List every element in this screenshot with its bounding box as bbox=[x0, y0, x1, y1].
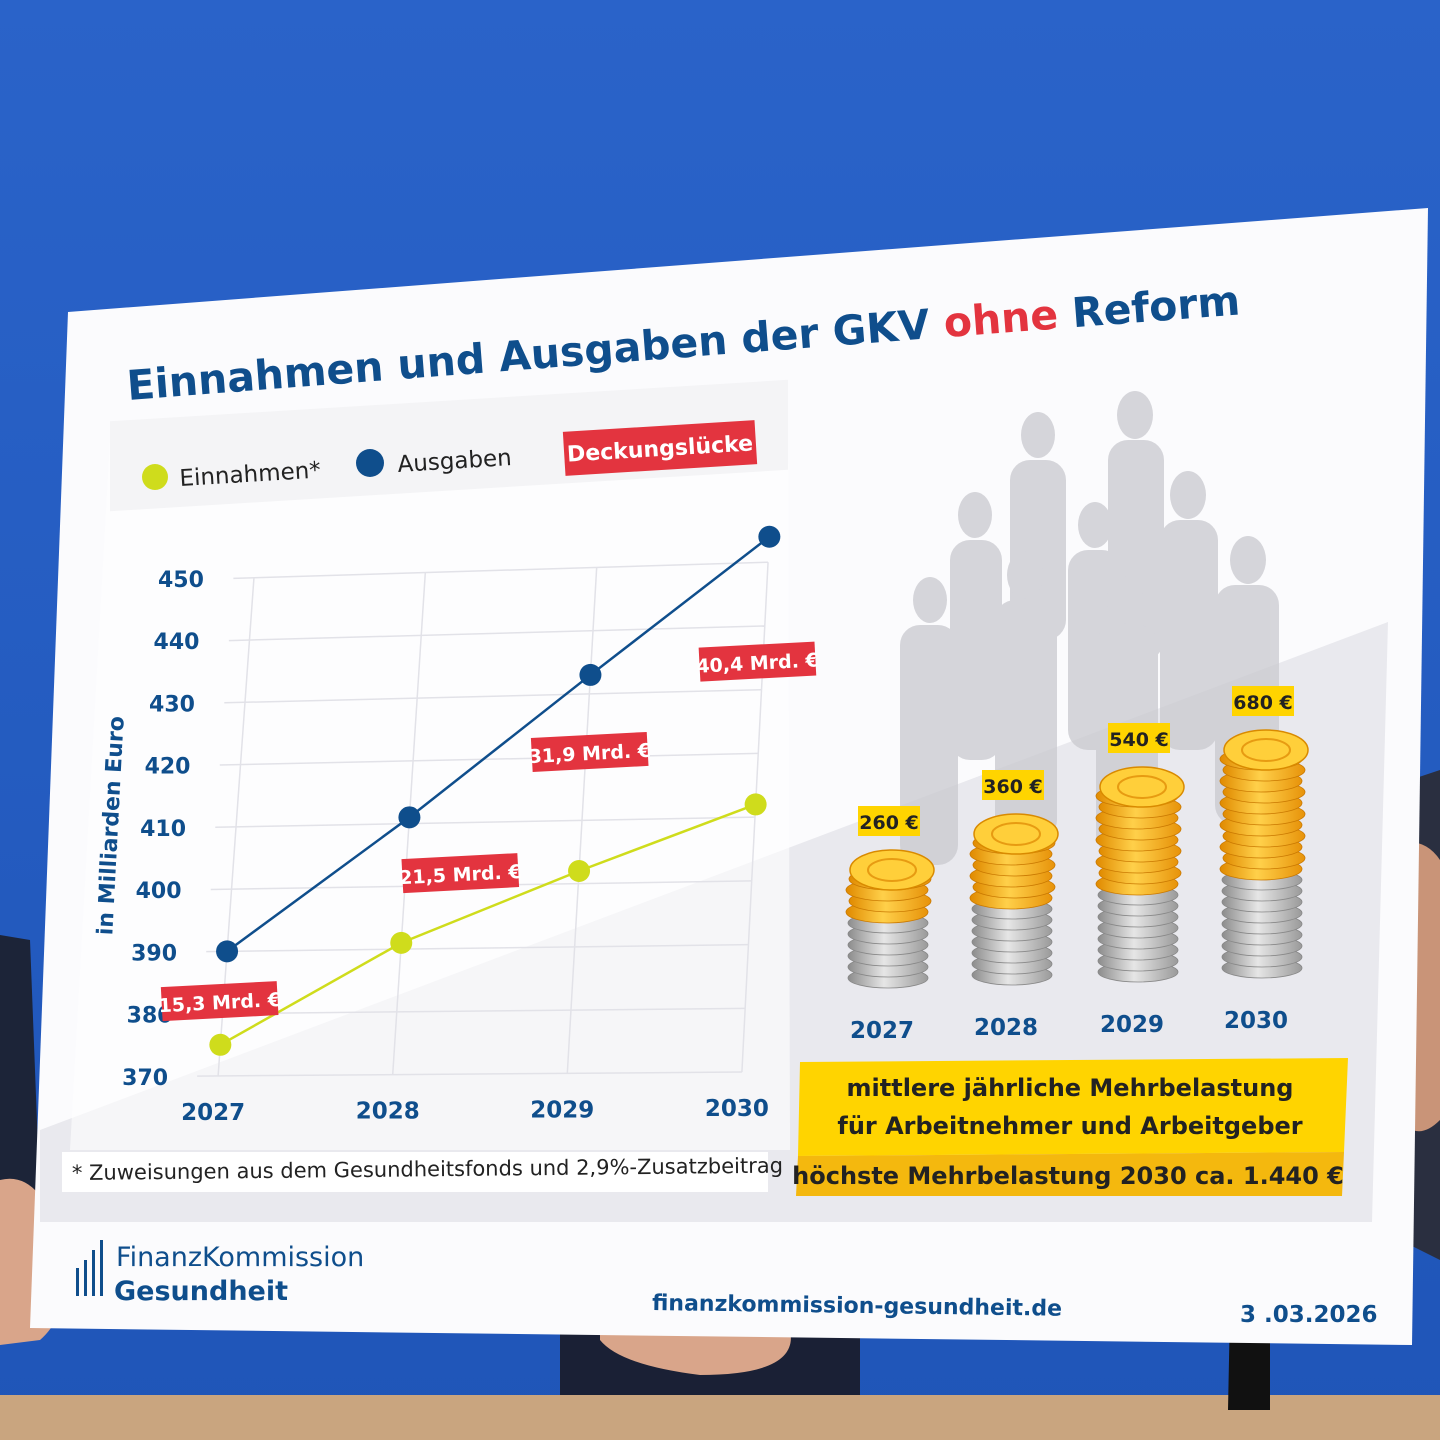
data-point-ausgaben bbox=[758, 525, 781, 548]
date-label: 3 .03.2026 bbox=[1240, 1302, 1378, 1328]
coin-year-label: 2027 bbox=[850, 1018, 914, 1044]
footnote-box bbox=[62, 1152, 768, 1192]
coin-year-label: 2030 bbox=[1224, 1008, 1288, 1034]
amount-box bbox=[982, 770, 1044, 800]
legend-einnahmen-marker bbox=[142, 464, 168, 490]
x-ticks: 2027 2028 2029 2030 bbox=[181, 1096, 769, 1126]
burden-line1: mittlere jährliche Mehrbelastung bbox=[847, 1074, 1294, 1102]
burden-upper bbox=[798, 1058, 1348, 1156]
grid-line bbox=[201, 1007, 746, 1015]
amount-box bbox=[1232, 686, 1294, 716]
legend-box bbox=[110, 379, 788, 512]
coin-top bbox=[849, 849, 935, 891]
data-point-einnahmen bbox=[744, 793, 767, 816]
euro-icon bbox=[991, 822, 1041, 846]
logo-line1: FinanzKommission bbox=[116, 1242, 364, 1273]
burden-lower bbox=[796, 1152, 1344, 1196]
gap-label-box bbox=[698, 641, 817, 682]
gap-label-box bbox=[530, 731, 649, 772]
coin-stack-2029: 540 € 2029 bbox=[1095, 723, 1185, 1038]
y-tick-label: 420 bbox=[145, 755, 191, 780]
burden-box: mittlere jährliche Mehrbelastung für Arb… bbox=[792, 1058, 1348, 1196]
gap-label-box bbox=[401, 853, 520, 894]
grid-line bbox=[197, 1071, 742, 1077]
grid-line bbox=[566, 567, 598, 1074]
amount-box bbox=[1108, 723, 1170, 753]
y-tick-label: 390 bbox=[131, 941, 177, 966]
y-tick-label: 450 bbox=[158, 568, 204, 593]
x-tick-label: 2029 bbox=[530, 1097, 594, 1123]
euro-icon bbox=[867, 858, 917, 882]
y-tick-label: 430 bbox=[149, 692, 195, 717]
desk bbox=[0, 1395, 1440, 1440]
coin-top bbox=[973, 813, 1059, 855]
x-tick-label: 2028 bbox=[356, 1099, 420, 1125]
y-tick-label: 410 bbox=[140, 817, 186, 842]
chart-panel bbox=[70, 398, 790, 1150]
amount-label: 360 € bbox=[983, 776, 1043, 798]
title-highlight: ohne bbox=[942, 290, 1060, 347]
amount-label: 540 € bbox=[1109, 729, 1169, 751]
series-line-einnahmen bbox=[219, 803, 757, 1046]
grid-line bbox=[228, 625, 765, 642]
logo-line2: Gesundheit bbox=[114, 1276, 288, 1307]
gap-label: 31,9 Mrd. € bbox=[528, 731, 652, 772]
coin-year-label: 2029 bbox=[1100, 1012, 1164, 1038]
logo: FinanzKommission Gesundheit bbox=[76, 1240, 364, 1307]
legend-ausgaben-marker bbox=[356, 449, 384, 477]
euro-icon bbox=[1117, 775, 1167, 799]
euro-icon bbox=[1241, 738, 1291, 762]
y-tick-label: 440 bbox=[154, 630, 200, 655]
gap-label: 21,5 Mrd. € bbox=[399, 853, 522, 894]
footnote: * Zuweisungen aus dem Gesundheitsfonds u… bbox=[62, 1152, 783, 1192]
coin-stacks: 260 € 2027 360 € 2028 540 € 2029 680 € 2030 bbox=[845, 686, 1309, 1044]
burden-max: höchste Mehrbelastung 2030 ca. 1.440 € bbox=[792, 1162, 1344, 1190]
grid-line bbox=[233, 561, 769, 580]
gap-labels: 15,3 Mrd. € 21,5 Mrd. € 31,9 Mrd. € 40,4 Mr… bbox=[158, 641, 819, 1022]
coin-year-label: 2028 bbox=[974, 1015, 1038, 1041]
website-link[interactable]: finanzkommission-gesundheit.de bbox=[652, 1291, 1062, 1322]
line-chart: in Milliarden Euro 450440430420410400390… bbox=[93, 525, 819, 1126]
series bbox=[209, 525, 781, 1056]
grid-line bbox=[215, 816, 755, 828]
burden-line2: für Arbeitnehmer und Arbeitgeber bbox=[837, 1112, 1302, 1140]
legend: Einnahmen* Ausgaben Deckungslücke bbox=[110, 379, 788, 512]
grid-line bbox=[219, 752, 759, 766]
coin-top bbox=[1223, 729, 1309, 771]
data-point-einnahmen bbox=[209, 1033, 232, 1056]
amount-box bbox=[858, 806, 920, 836]
coin-stack-2027: 260 € 2027 bbox=[845, 806, 935, 1044]
grid-line bbox=[224, 688, 762, 704]
grid-line bbox=[206, 943, 749, 953]
series-line-ausgaben bbox=[226, 535, 771, 953]
y-tick-label: 370 bbox=[122, 1066, 168, 1091]
legend-gap-box bbox=[562, 420, 758, 476]
data-point-ausgaben bbox=[398, 806, 421, 829]
y-tick-label: 400 bbox=[136, 879, 182, 904]
amount-label: 680 € bbox=[1233, 692, 1293, 714]
gap-label-box bbox=[160, 981, 279, 1022]
x-tick-label: 2030 bbox=[705, 1096, 769, 1122]
coin-stack-2030: 680 € 2030 bbox=[1219, 686, 1309, 1034]
x-tick-label: 2027 bbox=[181, 1100, 245, 1126]
data-point-einnahmen bbox=[390, 931, 413, 954]
amount-label: 260 € bbox=[859, 812, 919, 834]
gap-label: 40,4 Mrd. € bbox=[696, 641, 819, 682]
suit-left bbox=[0, 935, 40, 1210]
data-point-ausgaben bbox=[579, 663, 602, 686]
gap-label: 15,3 Mrd. € bbox=[158, 981, 281, 1022]
data-point-einnahmen bbox=[568, 859, 591, 882]
data-point-ausgaben bbox=[216, 940, 239, 963]
legend-gap: Deckungslücke bbox=[562, 420, 758, 476]
coin-top bbox=[1099, 766, 1185, 808]
coin-stack-2028: 360 € 2028 bbox=[969, 770, 1059, 1041]
logo-bars bbox=[76, 1240, 103, 1296]
